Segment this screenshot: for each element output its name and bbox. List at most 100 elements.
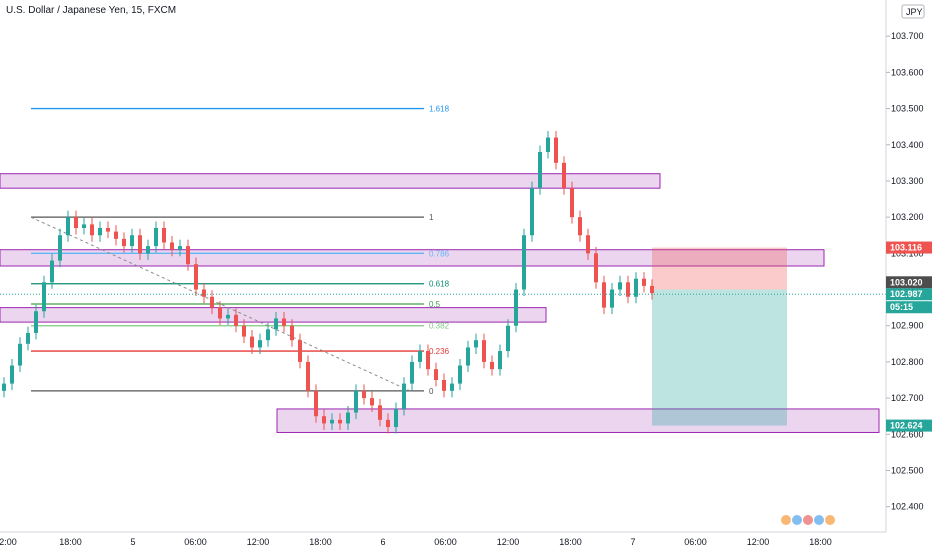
price-tag-label: 103.116 (890, 243, 922, 253)
price-tag-label: 05:15 (890, 302, 913, 312)
candle-body[interactable] (434, 369, 438, 380)
candle-body[interactable] (594, 253, 598, 283)
candle-body[interactable] (578, 217, 582, 236)
candle-body[interactable] (306, 361, 310, 391)
candle-body[interactable] (90, 224, 94, 236)
candle-body[interactable] (258, 340, 262, 348)
candle-body[interactable] (66, 217, 70, 236)
candle-body[interactable] (218, 307, 222, 319)
candle-body[interactable] (290, 325, 294, 341)
candle-body[interactable] (322, 416, 326, 424)
candle-body[interactable] (298, 340, 302, 362)
candle-body[interactable] (602, 282, 606, 308)
candle-body[interactable] (610, 289, 614, 308)
economic-events-icon[interactable] (781, 515, 835, 525)
price-tick-label: 103.300 (891, 176, 924, 186)
candle-body[interactable] (378, 405, 382, 420)
candle-body[interactable] (442, 380, 446, 391)
candle-body[interactable] (514, 289, 518, 326)
price-tick-label: 102.700 (891, 393, 924, 403)
candle-body[interactable] (34, 311, 38, 333)
supply-demand-zone[interactable] (0, 173, 661, 189)
candle-body[interactable] (226, 314, 230, 319)
candle-body[interactable] (338, 419, 342, 424)
candle-body[interactable] (138, 235, 142, 254)
candle-body[interactable] (106, 228, 110, 232)
candle-body[interactable] (490, 361, 494, 370)
candles-layer (0, 131, 886, 434)
candle-body[interactable] (74, 217, 78, 228)
candle-body[interactable] (210, 296, 214, 308)
candle-body[interactable] (154, 228, 158, 247)
candle-body[interactable] (114, 231, 118, 239)
candle-body[interactable] (42, 282, 46, 312)
candle-body[interactable] (130, 235, 134, 247)
candle-body[interactable] (234, 314, 238, 326)
position-layer (652, 247, 787, 426)
candle-body[interactable] (2, 383, 6, 391)
candle-body[interactable] (642, 278, 646, 286)
candle-body[interactable] (202, 289, 206, 297)
candle-body[interactable] (554, 137, 558, 163)
candle-body[interactable] (402, 383, 406, 409)
candle-body[interactable] (314, 390, 318, 417)
candle-body[interactable] (50, 260, 54, 283)
candle-body[interactable] (354, 390, 358, 413)
candle-body[interactable] (450, 383, 454, 391)
candle-body[interactable] (242, 325, 246, 337)
candle-body[interactable] (634, 278, 638, 297)
candle-body[interactable] (410, 361, 414, 384)
candle-body[interactable] (466, 347, 470, 366)
candle-body[interactable] (194, 264, 198, 290)
candle-body[interactable] (498, 351, 502, 370)
candle-body[interactable] (394, 408, 398, 428)
candle-body[interactable] (82, 224, 86, 228)
time-tick-label: 5 (130, 537, 135, 547)
supply-demand-zone[interactable] (276, 408, 880, 433)
candle-body[interactable] (522, 235, 526, 290)
candle-body[interactable] (418, 351, 422, 362)
candle-body[interactable] (618, 282, 622, 290)
candle-body[interactable] (170, 242, 174, 250)
candle-body[interactable] (650, 285, 654, 294)
candle-body[interactable] (330, 419, 334, 424)
candle-body[interactable] (538, 152, 542, 189)
candle-body[interactable] (266, 329, 270, 341)
candle-body[interactable] (10, 365, 14, 384)
candle-body[interactable] (282, 318, 286, 326)
stop-loss-area[interactable] (652, 247, 787, 290)
take-profit-area[interactable] (652, 289, 787, 426)
price-axis[interactable] (886, 0, 932, 532)
candle-body[interactable] (474, 340, 478, 348)
candle-body[interactable] (26, 332, 30, 344)
supply-demand-zone[interactable] (0, 307, 547, 323)
candle-body[interactable] (122, 238, 126, 247)
candle-body[interactable] (562, 162, 566, 189)
candle-body[interactable] (58, 235, 62, 261)
candle-body[interactable] (186, 246, 190, 265)
candle-body[interactable] (570, 188, 574, 218)
currency-badge[interactable]: JPY (901, 4, 925, 19)
candle-body[interactable] (362, 390, 366, 399)
candle-body[interactable] (98, 228, 102, 236)
candle-body[interactable] (386, 419, 390, 428)
fib-level-label: 1 (429, 213, 434, 222)
candle-body[interactable] (426, 351, 430, 370)
candle-body[interactable] (274, 318, 278, 330)
candle-body[interactable] (250, 336, 254, 348)
candle-body[interactable] (626, 282, 630, 297)
candle-body[interactable] (586, 235, 590, 254)
candle-body[interactable] (458, 365, 462, 384)
candle-body[interactable] (178, 246, 182, 250)
candle-body[interactable] (482, 340, 486, 362)
time-axis[interactable] (0, 532, 932, 550)
candle-body[interactable] (530, 188, 534, 236)
candle-body[interactable] (346, 412, 350, 424)
candle-body[interactable] (18, 343, 22, 366)
candle-body[interactable] (146, 246, 150, 254)
candle-body[interactable] (506, 325, 510, 352)
candle-body[interactable] (162, 228, 166, 243)
candle-body[interactable] (546, 137, 550, 152)
candle-body[interactable] (370, 398, 374, 406)
